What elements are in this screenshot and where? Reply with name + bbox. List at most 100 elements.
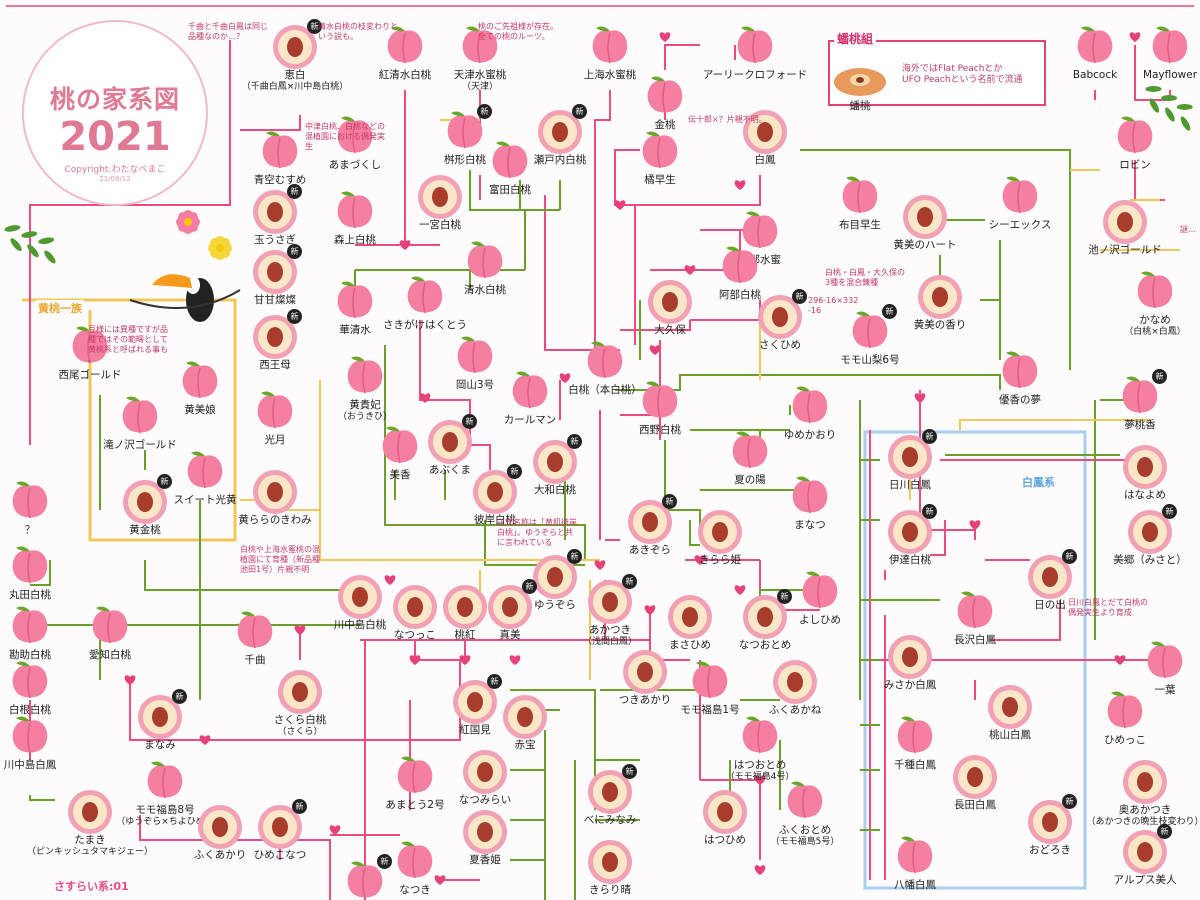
cut-peach-icon — [771, 658, 819, 710]
cut-peach-icon — [756, 293, 804, 345]
cut-peach-icon — [121, 478, 169, 530]
peach-icon — [1072, 23, 1118, 73]
new-badge: 新 — [777, 589, 792, 604]
peach-name: アルプス美人 — [1113, 874, 1177, 886]
peach-label: 一葉 — [1155, 684, 1176, 696]
peach-label: おどろき — [1029, 844, 1071, 856]
peach-label: 黄美の香り — [914, 319, 967, 331]
peach-label: Mayflower — [1143, 69, 1197, 81]
peach-name: 紅国見 — [459, 724, 491, 736]
annotation-note: 296-16×332 -16 — [808, 296, 859, 315]
cut-peach-icon — [951, 753, 999, 805]
peach-icon — [892, 713, 938, 763]
cut-peach-icon — [696, 508, 744, 560]
peach-icon — [587, 23, 633, 73]
peach-label: 紅国見 — [459, 724, 491, 736]
new-badge: 新 — [662, 494, 677, 509]
peach-name: 黄貴妃 — [349, 399, 381, 411]
green-line-5 — [800, 149, 1071, 370]
peach-label: 西野白桃 — [639, 424, 681, 436]
cut-peach-icon — [271, 23, 319, 75]
peach-label: シーエックス — [989, 219, 1052, 231]
heart-icon — [754, 865, 766, 875]
peach-label: 富田白桃 — [489, 184, 531, 196]
cut-peach-icon — [886, 433, 934, 485]
peach-label: あぶくま — [429, 464, 471, 476]
green-line-59 — [29, 795, 55, 801]
annotation-note: 日川白鳳とだて白桃の 偶発実生より育成 — [1068, 598, 1148, 617]
new-badge: 新 — [287, 309, 302, 324]
heart-icon — [684, 265, 696, 275]
peach-label: まなつ — [794, 519, 826, 531]
peach-icon — [727, 428, 773, 478]
cut-peach-icon — [1121, 758, 1169, 810]
cut-peach-icon — [451, 678, 499, 730]
cut-peach-icon — [391, 583, 439, 635]
peach-icon — [507, 368, 553, 418]
cut-peach-icon — [1026, 798, 1074, 850]
peach-name: 白根白桃 — [9, 704, 51, 716]
cut-peach-icon — [741, 108, 789, 160]
peach-label: 上海水蜜桃 — [584, 69, 637, 81]
cut-peach-icon — [486, 583, 534, 635]
peach-label: ゆめかおり — [784, 429, 837, 441]
peach-icon — [457, 23, 503, 73]
peach-icon — [232, 608, 278, 658]
peach-label: あまとう2号 — [385, 799, 444, 811]
yellow-line-1 — [319, 380, 600, 561]
annotation-note: 桃のご先祖様が存在。 全ての桃のルーツ。 — [478, 22, 558, 41]
pink-line-10 — [664, 44, 700, 70]
peach-label: 日の出 — [1034, 599, 1066, 611]
peach-name: まなつ — [794, 519, 826, 531]
title-badge: 桃の家系図 2021 Copyright:わたなべまこ 21/08/12 — [22, 20, 208, 206]
group-label-sasurai: さすらい系:01 — [54, 880, 129, 893]
peach-label: 千曲 — [245, 654, 266, 666]
peach-label: 天津水蜜桃 （天津） — [454, 69, 507, 93]
cut-peach-icon — [916, 273, 964, 325]
peach-icon — [332, 188, 378, 238]
peach-name: はつひめ — [704, 834, 746, 846]
peach-label: 伊達白桃 — [889, 554, 931, 566]
new-badge: 新 — [157, 474, 172, 489]
cut-peach-icon — [416, 173, 464, 225]
annotation-note: 豆様には異種ですが品 種ではその範疇として 黄桃系と呼ばれる事も。 — [88, 325, 168, 364]
peach-subname: （モモ福島5号） — [770, 837, 840, 847]
peach-icon — [377, 423, 423, 473]
peach-icon — [452, 333, 498, 383]
peach-label: 蟠桃 — [850, 100, 871, 112]
peach-label: ？ — [25, 524, 36, 536]
peach-name: 黄ららのきわみ — [238, 514, 312, 526]
peach-label: モモ福島8号 （ゆうぞら×ちよひめ） — [116, 804, 214, 828]
peach-name: 伊達白桃 — [889, 554, 931, 566]
peach-subname: （ピンキッシュタマキジェー） — [26, 847, 154, 857]
heart-icon — [459, 655, 471, 665]
heart-icon — [559, 373, 571, 383]
cut-peach-icon — [461, 748, 509, 800]
pink-line-7 — [594, 90, 611, 360]
peach-label: 桝形白桃 — [444, 154, 486, 166]
cut-peach-icon — [886, 633, 934, 685]
heart-icon — [409, 655, 421, 665]
heart-icon — [1129, 32, 1141, 42]
peach-label: はつひめ — [704, 834, 746, 846]
peach-label: 大和白桃 — [534, 484, 576, 496]
peach-name: ふくあかり — [193, 849, 247, 861]
cut-peach-icon — [701, 788, 749, 840]
peach-name: 池ノ沢ゴールド — [1088, 244, 1162, 256]
peach-icon — [787, 383, 833, 433]
peach-label: はなよめ — [1124, 489, 1166, 501]
new-badge: 新 — [572, 104, 587, 119]
peach-icon — [997, 173, 1043, 223]
peach-name: あかつき — [588, 624, 631, 636]
peach-name: 黄金桃 — [129, 524, 161, 536]
pink-line-64 — [470, 444, 491, 470]
heart-icon — [509, 655, 521, 665]
peach-label: 彼岸白桃 — [474, 514, 516, 526]
peach-name: 玉うさぎ — [254, 234, 296, 246]
peach-name: ロビン — [1119, 159, 1151, 171]
peach-name: 甘甘燦燦 — [254, 294, 296, 306]
peach-name: 天津水蜜桃 — [453, 69, 507, 81]
new-badge: 新 — [882, 304, 897, 319]
peach-icon — [7, 713, 53, 763]
flat-peach-icon — [832, 64, 888, 102]
